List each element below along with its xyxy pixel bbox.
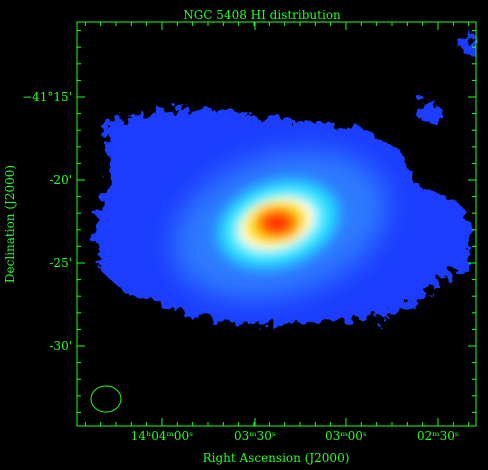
x-axis-label: Right Ascension (J2000)	[203, 451, 350, 465]
plot-frame	[76, 21, 477, 427]
title: NGC 5408 HI distribution	[183, 8, 341, 22]
y-tick-label: -25'	[49, 256, 72, 270]
hi-map	[96, 35, 476, 326]
y-tick-label: -20'	[49, 173, 72, 187]
y-tick-label: -30'	[49, 339, 72, 353]
x-tick-label: 14ʰ04ᵐ00ˢ	[131, 429, 193, 443]
x-tick-label: 03ᵐ30ˢ	[234, 429, 276, 443]
y-axis-label: Declination (J2000)	[3, 165, 17, 283]
x-tick-label: 03ᵐ00ˢ	[325, 429, 367, 443]
beam	[90, 385, 122, 413]
y-tick-label: −41°15'	[22, 90, 72, 104]
x-tick-label: 02ᵐ30ˢ	[417, 429, 459, 443]
